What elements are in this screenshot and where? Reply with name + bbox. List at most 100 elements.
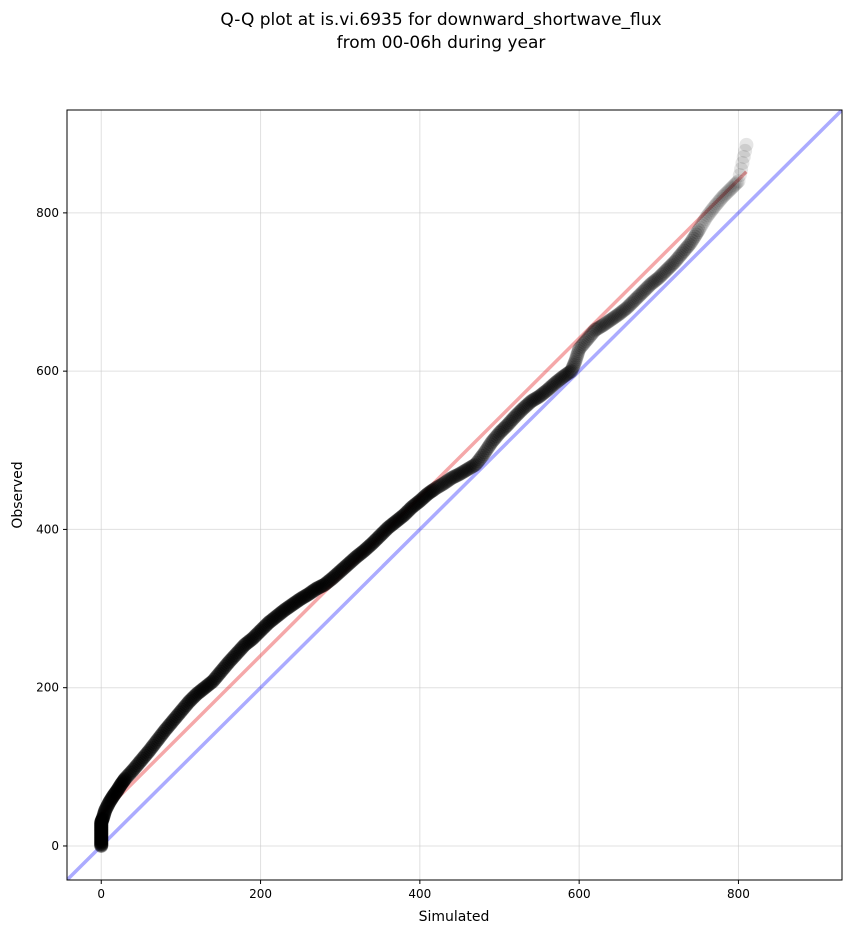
qq-point: [493, 424, 508, 439]
qq-point: [327, 569, 342, 584]
qq-point: [282, 599, 297, 614]
qq-point: [161, 718, 176, 733]
qq-point: [373, 528, 388, 543]
qq-point: [146, 738, 161, 753]
qq-point: [692, 221, 707, 236]
qq-point: [343, 554, 358, 569]
qq-point: [350, 549, 365, 564]
qq-point: [366, 535, 381, 550]
qq-point: [369, 532, 384, 547]
qq-point: [268, 610, 283, 625]
qq-point: [492, 425, 507, 440]
qq-point: [94, 828, 109, 843]
qq-point: [94, 831, 109, 846]
qq-point: [694, 218, 709, 233]
qq-point: [690, 225, 705, 240]
qq-point: [205, 674, 220, 689]
qq-point: [96, 808, 111, 823]
qq-point: [298, 588, 313, 603]
qq-point: [585, 326, 600, 341]
qq-point: [94, 835, 109, 850]
qq-point: [120, 768, 135, 783]
qq-point: [168, 710, 183, 725]
qq-point: [704, 202, 719, 217]
qq-point: [130, 758, 145, 773]
qq-point: [249, 627, 264, 642]
qq-point: [217, 660, 232, 675]
qq-point: [128, 759, 143, 774]
qq-point: [665, 257, 680, 272]
qq-point: [477, 445, 492, 460]
qq-point: [451, 467, 466, 482]
qq-point: [398, 506, 413, 521]
qq-point: [611, 307, 626, 322]
qq-point: [257, 619, 272, 634]
qq-point: [460, 462, 475, 477]
qq-point: [331, 565, 346, 580]
qq-point: [270, 608, 285, 623]
qq-point: [509, 407, 524, 422]
qq-point: [724, 180, 739, 195]
qq-point: [496, 421, 511, 436]
qq-point: [318, 576, 333, 591]
qq-point: [706, 201, 721, 216]
qq-point: [674, 247, 689, 262]
qq-point: [386, 516, 401, 531]
qq-point: [167, 712, 182, 727]
y-tick-label: 600: [36, 364, 59, 378]
qq-point: [94, 823, 109, 838]
qq-point: [534, 387, 549, 402]
qq-point: [549, 374, 564, 389]
qq-point: [731, 174, 746, 189]
qq-point: [272, 607, 287, 622]
chart-title-line1: Q-Q plot at is.vi.6935 for downward_shor…: [220, 10, 661, 30]
qq-point: [94, 827, 109, 842]
qq-point: [610, 308, 625, 323]
qq-point: [221, 655, 236, 670]
qq-point: [104, 791, 119, 806]
qq-point: [310, 581, 325, 596]
qq-point: [422, 485, 437, 500]
qq-point: [258, 618, 273, 633]
qq-point: [447, 469, 462, 484]
qq-point: [581, 330, 596, 345]
qq-point: [499, 419, 514, 434]
qq-point: [471, 454, 486, 469]
qq-point: [538, 384, 553, 399]
qq-point: [262, 614, 277, 629]
qq-point: [621, 299, 636, 314]
y-tick-label: 0: [51, 839, 59, 853]
qq-point: [519, 398, 534, 413]
qq-point: [338, 559, 353, 574]
qq-point: [436, 476, 451, 491]
qq-point: [647, 273, 662, 288]
qq-point: [714, 191, 729, 206]
qq-point: [394, 510, 409, 525]
qq-point: [481, 439, 496, 454]
qq-point: [635, 285, 650, 300]
qq-point: [523, 395, 538, 410]
qq-point: [156, 725, 171, 740]
qq-point: [623, 296, 638, 311]
qq-point: [113, 778, 128, 793]
qq-point: [650, 271, 665, 286]
qq-point: [200, 678, 215, 693]
qq-point: [322, 573, 337, 588]
qq-point: [722, 183, 737, 198]
qq-point: [517, 400, 532, 415]
qq-point: [118, 771, 133, 786]
qq-point: [351, 548, 366, 563]
qq-point: [550, 373, 565, 388]
qq-point: [438, 475, 453, 490]
qq-point: [734, 162, 749, 177]
qq-point: [557, 368, 572, 383]
qq-point: [94, 838, 109, 853]
qq-point: [265, 612, 280, 627]
chart-title-line2: from 00-06h during year: [337, 33, 546, 53]
qq-point: [367, 534, 382, 549]
qq-point: [427, 482, 442, 497]
qq-point: [475, 448, 490, 463]
qq-point: [670, 251, 685, 266]
qq-point: [95, 811, 110, 826]
qq-point: [94, 833, 109, 848]
